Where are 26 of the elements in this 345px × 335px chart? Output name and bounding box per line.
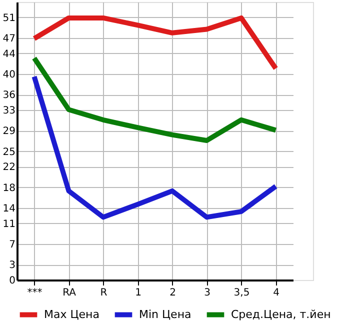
y-tick-label: 18	[2, 182, 16, 194]
y-tick-label: 29	[2, 126, 16, 138]
y-tick-label: 3	[9, 260, 16, 272]
x-tick-label: ***	[27, 288, 42, 298]
y-tick-label: 0	[9, 276, 16, 286]
y-tick-label: 40	[2, 70, 16, 81]
y-tick-label: 25	[2, 146, 16, 158]
x-tick-label: 3,5	[234, 288, 250, 298]
x-tick-label: 1	[135, 288, 142, 298]
y-tick-label: 33	[2, 106, 16, 117]
y-tick-label: 36	[2, 90, 16, 102]
x-tick-label: RA	[62, 288, 76, 298]
y-tick-label: 14	[2, 203, 16, 214]
legend-label: Min Цена	[139, 308, 192, 321]
y-tick-label: 44	[2, 48, 16, 60]
x-tick-label: 4	[273, 288, 280, 298]
x-tick-label: R	[100, 288, 108, 298]
y-tick-label: 11	[2, 218, 16, 230]
legend-label: Сред.Цена, т.йен	[231, 308, 331, 321]
y-tick-label: 51	[2, 12, 16, 24]
x-tick-label: 3	[204, 288, 210, 298]
y-tick-label: 22	[2, 162, 16, 174]
y-tick-label: 47	[2, 34, 16, 45]
legend-label: Max Цена	[44, 308, 100, 321]
x-tick-label: 2	[170, 288, 176, 298]
y-tick-label: 7	[9, 239, 16, 250]
